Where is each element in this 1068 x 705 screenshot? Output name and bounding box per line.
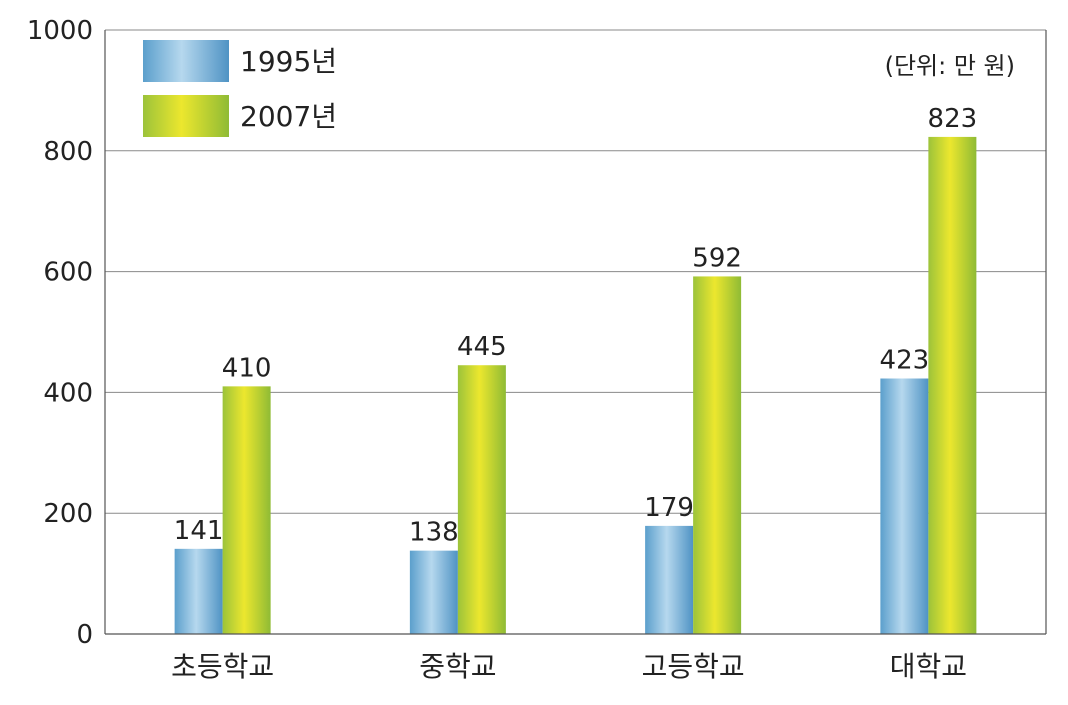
y-tick-label: 400 xyxy=(43,378,93,408)
y-tick-label: 600 xyxy=(43,258,93,288)
bar xyxy=(880,378,929,634)
axes: 0 200 400 600 800 1000 초등학교 중학교 고등학교 대학교 xyxy=(27,16,1047,683)
bars xyxy=(174,136,977,634)
legend-label: 2007년 xyxy=(240,100,337,133)
bar xyxy=(693,276,742,634)
data-label: 410 xyxy=(222,353,272,383)
y-tick-label: 1000 xyxy=(27,16,93,46)
x-tick-label: 중학교 xyxy=(419,650,496,683)
y-tick-label: 0 xyxy=(76,620,93,650)
bar xyxy=(222,386,271,634)
data-label: 823 xyxy=(928,104,978,134)
bar xyxy=(174,548,223,634)
y-tick-label: 800 xyxy=(43,137,93,167)
data-label: 592 xyxy=(692,243,742,273)
bar xyxy=(645,525,694,634)
bar xyxy=(457,365,506,634)
bar xyxy=(409,550,458,634)
x-tick-label: 고등학교 xyxy=(642,650,745,683)
data-labels: 141 410 138 445 179 592 423 823 xyxy=(174,104,977,548)
x-tick-label: 초등학교 xyxy=(171,650,274,683)
data-label: 179 xyxy=(644,493,694,523)
data-label: 445 xyxy=(457,332,507,362)
data-label: 138 xyxy=(409,518,459,548)
bar xyxy=(928,136,977,634)
y-tick-label: 200 xyxy=(43,499,93,529)
legend-swatch xyxy=(143,40,229,82)
legend-label: 1995년 xyxy=(240,45,337,78)
unit-note: (단위: 만 원) xyxy=(885,52,1015,80)
legend-swatch xyxy=(143,95,229,137)
data-label: 141 xyxy=(174,516,224,546)
data-label: 423 xyxy=(880,346,930,376)
legend: 1995년 2007년 xyxy=(143,40,337,137)
x-tick-label: 대학교 xyxy=(890,650,967,683)
